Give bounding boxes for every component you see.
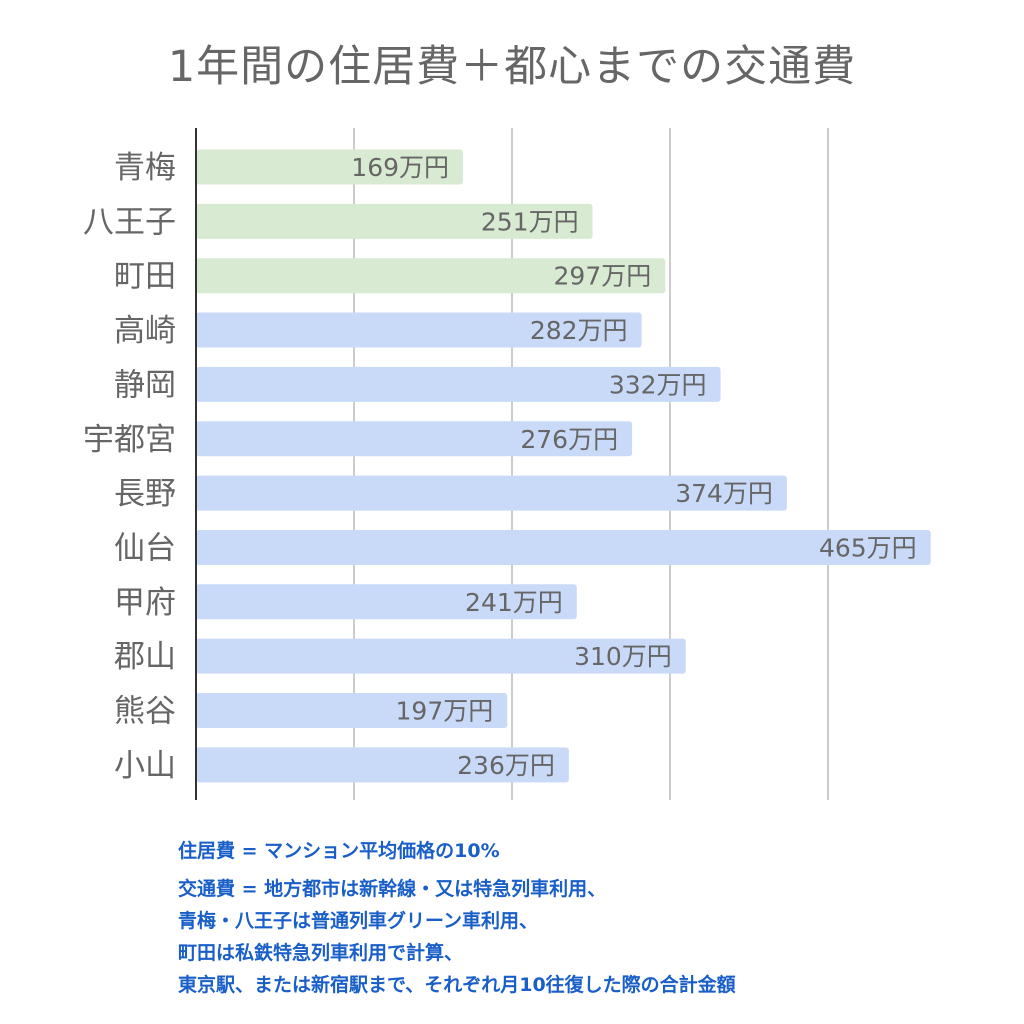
- bar: [196, 366, 721, 402]
- note-housing: 住居費 = マンション平均価格の10%: [178, 840, 500, 862]
- bar: [196, 421, 633, 457]
- bar-chart: 169万円 青梅 251万円 八王子 297万円 町田 282万円 高崎 332万円 静岡 276万…: [83, 128, 931, 800]
- bar: [196, 203, 593, 239]
- data-label: 197万円: [396, 697, 494, 726]
- category-label: 小山: [114, 748, 176, 784]
- data-label: 236万円: [457, 751, 555, 780]
- bar: [196, 529, 931, 565]
- category-label: 熊谷: [114, 694, 176, 730]
- category-label: 郡山: [114, 639, 176, 675]
- data-label: 374万円: [675, 479, 773, 508]
- category-label: 八王子: [83, 204, 176, 240]
- bar: [196, 638, 686, 674]
- data-label: 282万円: [530, 316, 628, 345]
- data-label: 332万円: [609, 370, 707, 399]
- data-label: 465万円: [819, 533, 917, 562]
- chart-title: 1年間の住居費＋都心までの交通費: [167, 42, 857, 92]
- data-label: 241万円: [465, 588, 563, 617]
- bar: [196, 258, 666, 294]
- note-transport-3: 町田は私鉄特急列車利用で計算、: [178, 942, 464, 964]
- bar: [196, 693, 508, 728]
- note-transport-2: 青梅・八王子は普通列車グリーン車利用、: [178, 910, 539, 932]
- category-label: 青梅: [114, 150, 176, 186]
- notes: 住居費 = マンション平均価格の10% 交通費 = 地方都市は新幹線・又は特急列…: [178, 835, 736, 1001]
- category-label: 宇都宮: [83, 422, 176, 458]
- data-label: 276万円: [520, 425, 618, 454]
- category-label: 静岡: [114, 367, 176, 403]
- category-label: 長野: [114, 476, 176, 512]
- bar: [196, 149, 464, 185]
- data-label: 297万円: [554, 262, 652, 291]
- bar: [196, 584, 577, 620]
- data-label: 251万円: [481, 207, 579, 236]
- category-label: 町田: [114, 259, 176, 295]
- category-label: 高崎: [114, 313, 176, 349]
- category-label: 仙台: [114, 530, 176, 566]
- data-label: 169万円: [351, 153, 449, 182]
- note-transport-4: 東京駅、または新宿駅まで、それぞれ月10往復した際の合計金額: [178, 974, 736, 996]
- data-label: 310万円: [574, 642, 672, 671]
- bar: [196, 475, 787, 511]
- note-transport: 交通費 = 地方都市は新幹線・又は特急列車利用、: [178, 878, 607, 900]
- bar: [196, 747, 569, 783]
- bar: [196, 312, 642, 348]
- category-label: 甲府: [114, 585, 176, 621]
